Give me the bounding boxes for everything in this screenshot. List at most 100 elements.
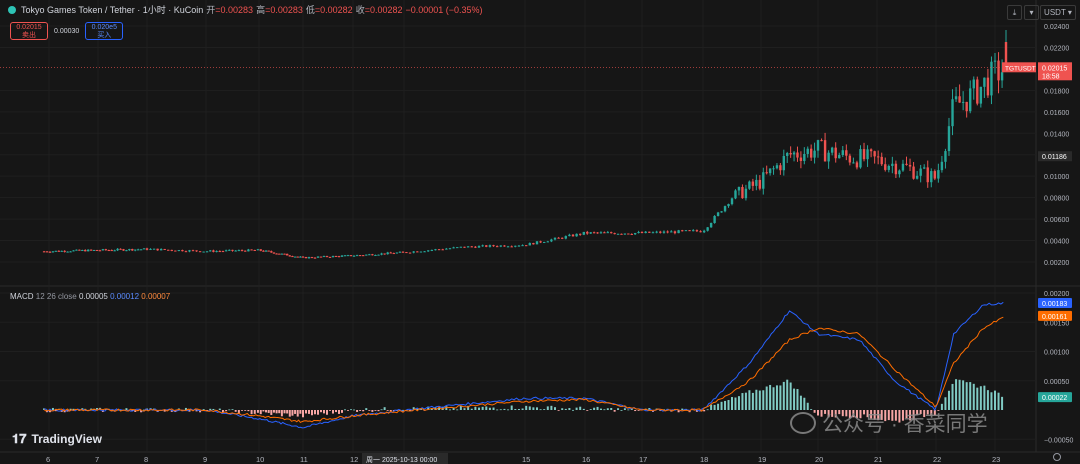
macd-histogram-bar: [986, 390, 989, 410]
candle-body: [894, 163, 898, 175]
candle-body: [623, 233, 627, 235]
candle-body: [827, 152, 830, 162]
macd-histogram-bar: [456, 409, 459, 411]
candle-body: [510, 246, 513, 248]
candle-body: [630, 234, 633, 236]
candle-body: [358, 255, 362, 257]
candle-body: [253, 249, 256, 251]
candle-body: [644, 231, 647, 234]
macd-histogram-bar: [347, 410, 349, 411]
candle-body: [768, 168, 772, 174]
download-icon[interactable]: ⤓: [1007, 5, 1022, 20]
macd-histogram-bar: [863, 410, 866, 415]
macd-histogram-bar: [751, 392, 754, 410]
currency-select[interactable]: USDT ▾: [1040, 5, 1076, 20]
candle-body: [848, 155, 852, 163]
macd-histogram-bar: [617, 408, 620, 410]
macd-histogram-bar: [212, 408, 215, 410]
candle-body: [408, 252, 412, 254]
macd-histogram-bar: [958, 379, 961, 410]
macd-histogram-bar: [507, 409, 510, 411]
macd-histogram-bar: [582, 408, 585, 410]
candle-body: [170, 249, 173, 251]
macd-histogram-bar: [536, 407, 538, 410]
candle-body: [78, 249, 81, 251]
macd-histogram-bar: [994, 390, 996, 410]
candle-body: [926, 167, 929, 183]
candle-body: [834, 147, 837, 159]
buy-button[interactable]: 0.020e5 买入: [85, 22, 124, 40]
macd-histogram-bar: [589, 409, 592, 410]
candle-body: [727, 204, 730, 207]
candle-body: [340, 255, 344, 257]
candle-body: [620, 233, 623, 235]
macd-histogram-bar: [380, 409, 383, 411]
macd-histogram-bar: [557, 410, 560, 411]
candle-body: [264, 250, 268, 252]
candle-body: [448, 248, 452, 250]
macd-histogram-bar: [741, 393, 744, 410]
macd-histogram-bar: [951, 383, 954, 410]
candle-body: [755, 179, 758, 186]
candle-body: [463, 246, 466, 248]
macd-histogram-bar: [983, 385, 986, 410]
candle-body: [610, 232, 613, 234]
candle-body: [958, 96, 961, 103]
macd-histogram-bar: [755, 389, 758, 410]
candle-body: [792, 152, 796, 155]
macd-histogram-bar: [54, 410, 57, 412]
macd-histogram-bar: [898, 410, 901, 423]
candle-body: [1004, 42, 1008, 64]
candle-body: [60, 250, 63, 252]
sell-button[interactable]: 0.02015 卖出: [10, 22, 48, 40]
candle-body: [613, 233, 616, 235]
candle-body: [937, 170, 940, 179]
macd-histogram-bar: [247, 410, 250, 412]
macd-histogram-bar: [262, 410, 265, 412]
macd-tick-label: −0.00050: [1044, 437, 1073, 444]
macd-histogram-bar: [488, 407, 491, 410]
candle-body: [139, 249, 143, 251]
macd-histogram-bar: [377, 410, 380, 412]
candle-body: [247, 249, 250, 252]
macd-histogram-bar: [997, 392, 1000, 410]
candle-body: [466, 246, 470, 248]
macd-histogram-bar: [459, 405, 462, 410]
macd-histogram-bar: [256, 410, 259, 413]
candle-body: [954, 96, 958, 100]
macd-histogram-bar: [713, 404, 716, 410]
candle-body: [492, 245, 495, 247]
macd-tick-label: 0.00050: [1044, 379, 1069, 386]
macd-histogram-bar: [727, 400, 730, 410]
macd-histogram-bar: [554, 407, 556, 410]
macd-histogram-bar: [452, 407, 455, 410]
time-tick-label: 7: [95, 455, 99, 464]
candle-body: [532, 243, 535, 245]
macd-histogram-bar: [140, 410, 143, 413]
expand-icon[interactable]: ▾: [1024, 5, 1039, 20]
candle-body: [434, 249, 437, 251]
price-tick-label: 0.01400: [1044, 131, 1069, 138]
candle-body: [437, 249, 441, 251]
candle-body: [506, 246, 510, 248]
candle-body: [969, 88, 972, 112]
histogram-value-tag: [1038, 392, 1072, 403]
candle-body: [514, 245, 517, 247]
candle-body: [237, 250, 241, 252]
candle-body: [441, 249, 444, 251]
candle-body: [908, 164, 912, 167]
candle-body: [830, 147, 834, 153]
macd-histogram-bar: [430, 408, 433, 410]
macd-line-value: 0.00012: [110, 292, 140, 301]
macd-histogram-bar: [561, 408, 564, 410]
macd-histogram-bar: [634, 410, 637, 412]
candle-body: [131, 249, 134, 251]
macd-histogram-bar: [648, 408, 651, 410]
crosshair-price-tag: [1038, 151, 1072, 162]
time-tick-label: 12: [350, 455, 358, 464]
candle-body: [42, 251, 46, 253]
macd-histogram-bar: [848, 410, 851, 419]
macd-histogram-bar: [528, 406, 531, 410]
candle-body: [734, 190, 737, 199]
